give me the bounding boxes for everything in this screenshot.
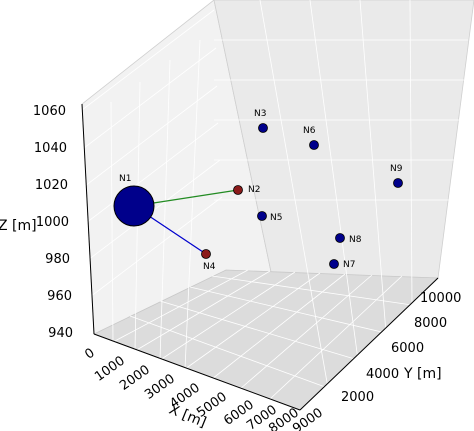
node-label: N8: [349, 235, 362, 245]
z-tick-label: 1000: [36, 215, 69, 230]
node-label: N2: [248, 185, 260, 195]
node-n7: [329, 259, 339, 269]
node-n2: [233, 185, 243, 195]
node-label: N3: [254, 109, 266, 119]
y-axis-line: [299, 277, 439, 411]
node-n1: [113, 185, 155, 227]
node-n4: [201, 249, 211, 259]
y-tick-label: 6000: [391, 341, 424, 356]
node-label: N6: [303, 126, 316, 136]
node-n9: [393, 178, 403, 188]
node-n3: [258, 123, 268, 133]
y-axis-label: Y [m]: [403, 366, 442, 382]
z-tick-label: 1040: [34, 141, 67, 156]
node-label: N4: [203, 262, 216, 272]
y-tick-label: 2000: [341, 390, 374, 405]
z-tick-label: 980: [45, 252, 70, 267]
z-tick-label: 960: [47, 289, 72, 304]
z-axis-line: [81, 103, 95, 335]
node-label: N7: [343, 260, 355, 270]
node-label: N9: [390, 164, 403, 174]
node-n8: [335, 233, 345, 243]
nodes: [113, 123, 403, 269]
z-tick-label: 1020: [35, 178, 68, 193]
node-label: N5: [270, 213, 282, 223]
z-tick-label: 1060: [33, 104, 66, 119]
y-axis-ticks: 2000 4000 6000 8000 10000: [341, 291, 461, 405]
y-tick-label: 10000: [420, 291, 461, 306]
z-axis-label: Z [m]: [0, 218, 37, 234]
node-n5: [257, 211, 267, 221]
x-tick-label: 0: [82, 346, 97, 363]
z-axis-ticks: 940 960 980 1000 1020 1040 1060: [33, 104, 73, 341]
node-labels: N1 N2 N3 N4 N5 N6 N7 N8 N9: [119, 109, 403, 272]
z-tick-label: 940: [48, 326, 73, 341]
y-tick-label: 4000: [366, 367, 399, 382]
x-axis-line: [93, 333, 301, 411]
node-n6: [309, 140, 319, 150]
node-label: N1: [119, 174, 131, 184]
y-tick-label: 8000: [414, 316, 447, 331]
